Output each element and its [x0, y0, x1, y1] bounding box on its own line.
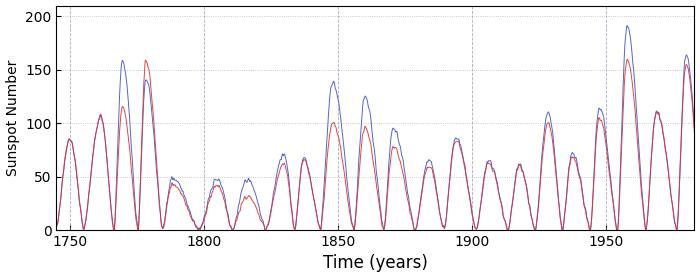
Y-axis label: Sunspot Number: Sunspot Number — [6, 59, 20, 176]
X-axis label: Time (years): Time (years) — [323, 254, 428, 272]
